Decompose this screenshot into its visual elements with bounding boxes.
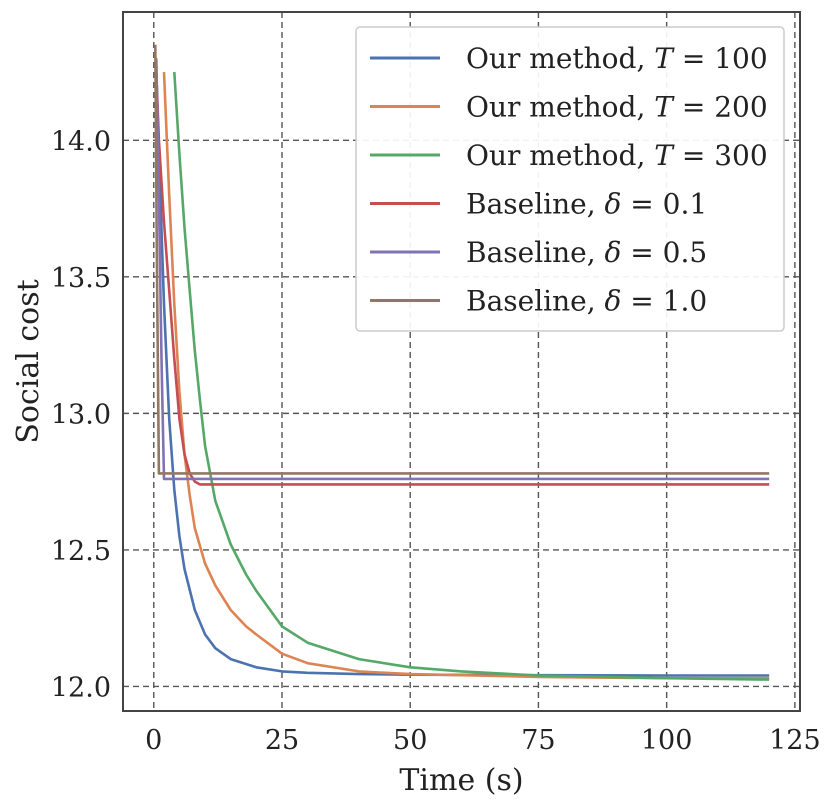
- y-tick-label: 12.5: [51, 536, 111, 567]
- tick-labels: 0 25 50 75 100 125 12.0 12.5 13.0 13.5 14.0: [51, 126, 821, 756]
- x-tick-label: 125: [769, 725, 821, 756]
- series-layer: [154, 44, 770, 681]
- legend: Our method, T = 100 Our method, T = 200 Ou…: [355, 26, 785, 332]
- x-axis-label: Time (s): [399, 763, 523, 798]
- legend-label-5: Baseline, δ = 0.5: [466, 236, 707, 269]
- series-line-3: [173, 72, 770, 681]
- series-line-6: [154, 44, 770, 475]
- y-axis-label: Social cost: [11, 279, 46, 443]
- legend-label-3: Our method, T = 300: [466, 139, 768, 172]
- series-line-4: [155, 72, 770, 486]
- y-tick-label: 14.0: [51, 126, 111, 157]
- y-tick-label: 13.5: [51, 263, 111, 294]
- x-tick-label: 75: [521, 725, 555, 756]
- plot-frame: [122, 11, 801, 712]
- x-tick-label: 100: [641, 725, 693, 756]
- legend-label-2: Our method, T = 200: [466, 91, 768, 124]
- y-tick-label: 13.0: [51, 399, 111, 430]
- x-tick-label: 0: [145, 725, 162, 756]
- legend-label-6: Baseline, δ = 1.0: [466, 285, 707, 318]
- legend-box: [355, 26, 785, 332]
- legend-label-1: Our method, T = 100: [466, 42, 768, 75]
- series-line-2: [162, 72, 770, 680]
- x-tick-label: 50: [393, 725, 427, 756]
- series-line-5: [155, 58, 770, 481]
- x-tick-label: 25: [265, 725, 299, 756]
- y-tick-label: 12.0: [51, 672, 111, 703]
- legend-label-4: Baseline, δ = 0.1: [466, 188, 707, 221]
